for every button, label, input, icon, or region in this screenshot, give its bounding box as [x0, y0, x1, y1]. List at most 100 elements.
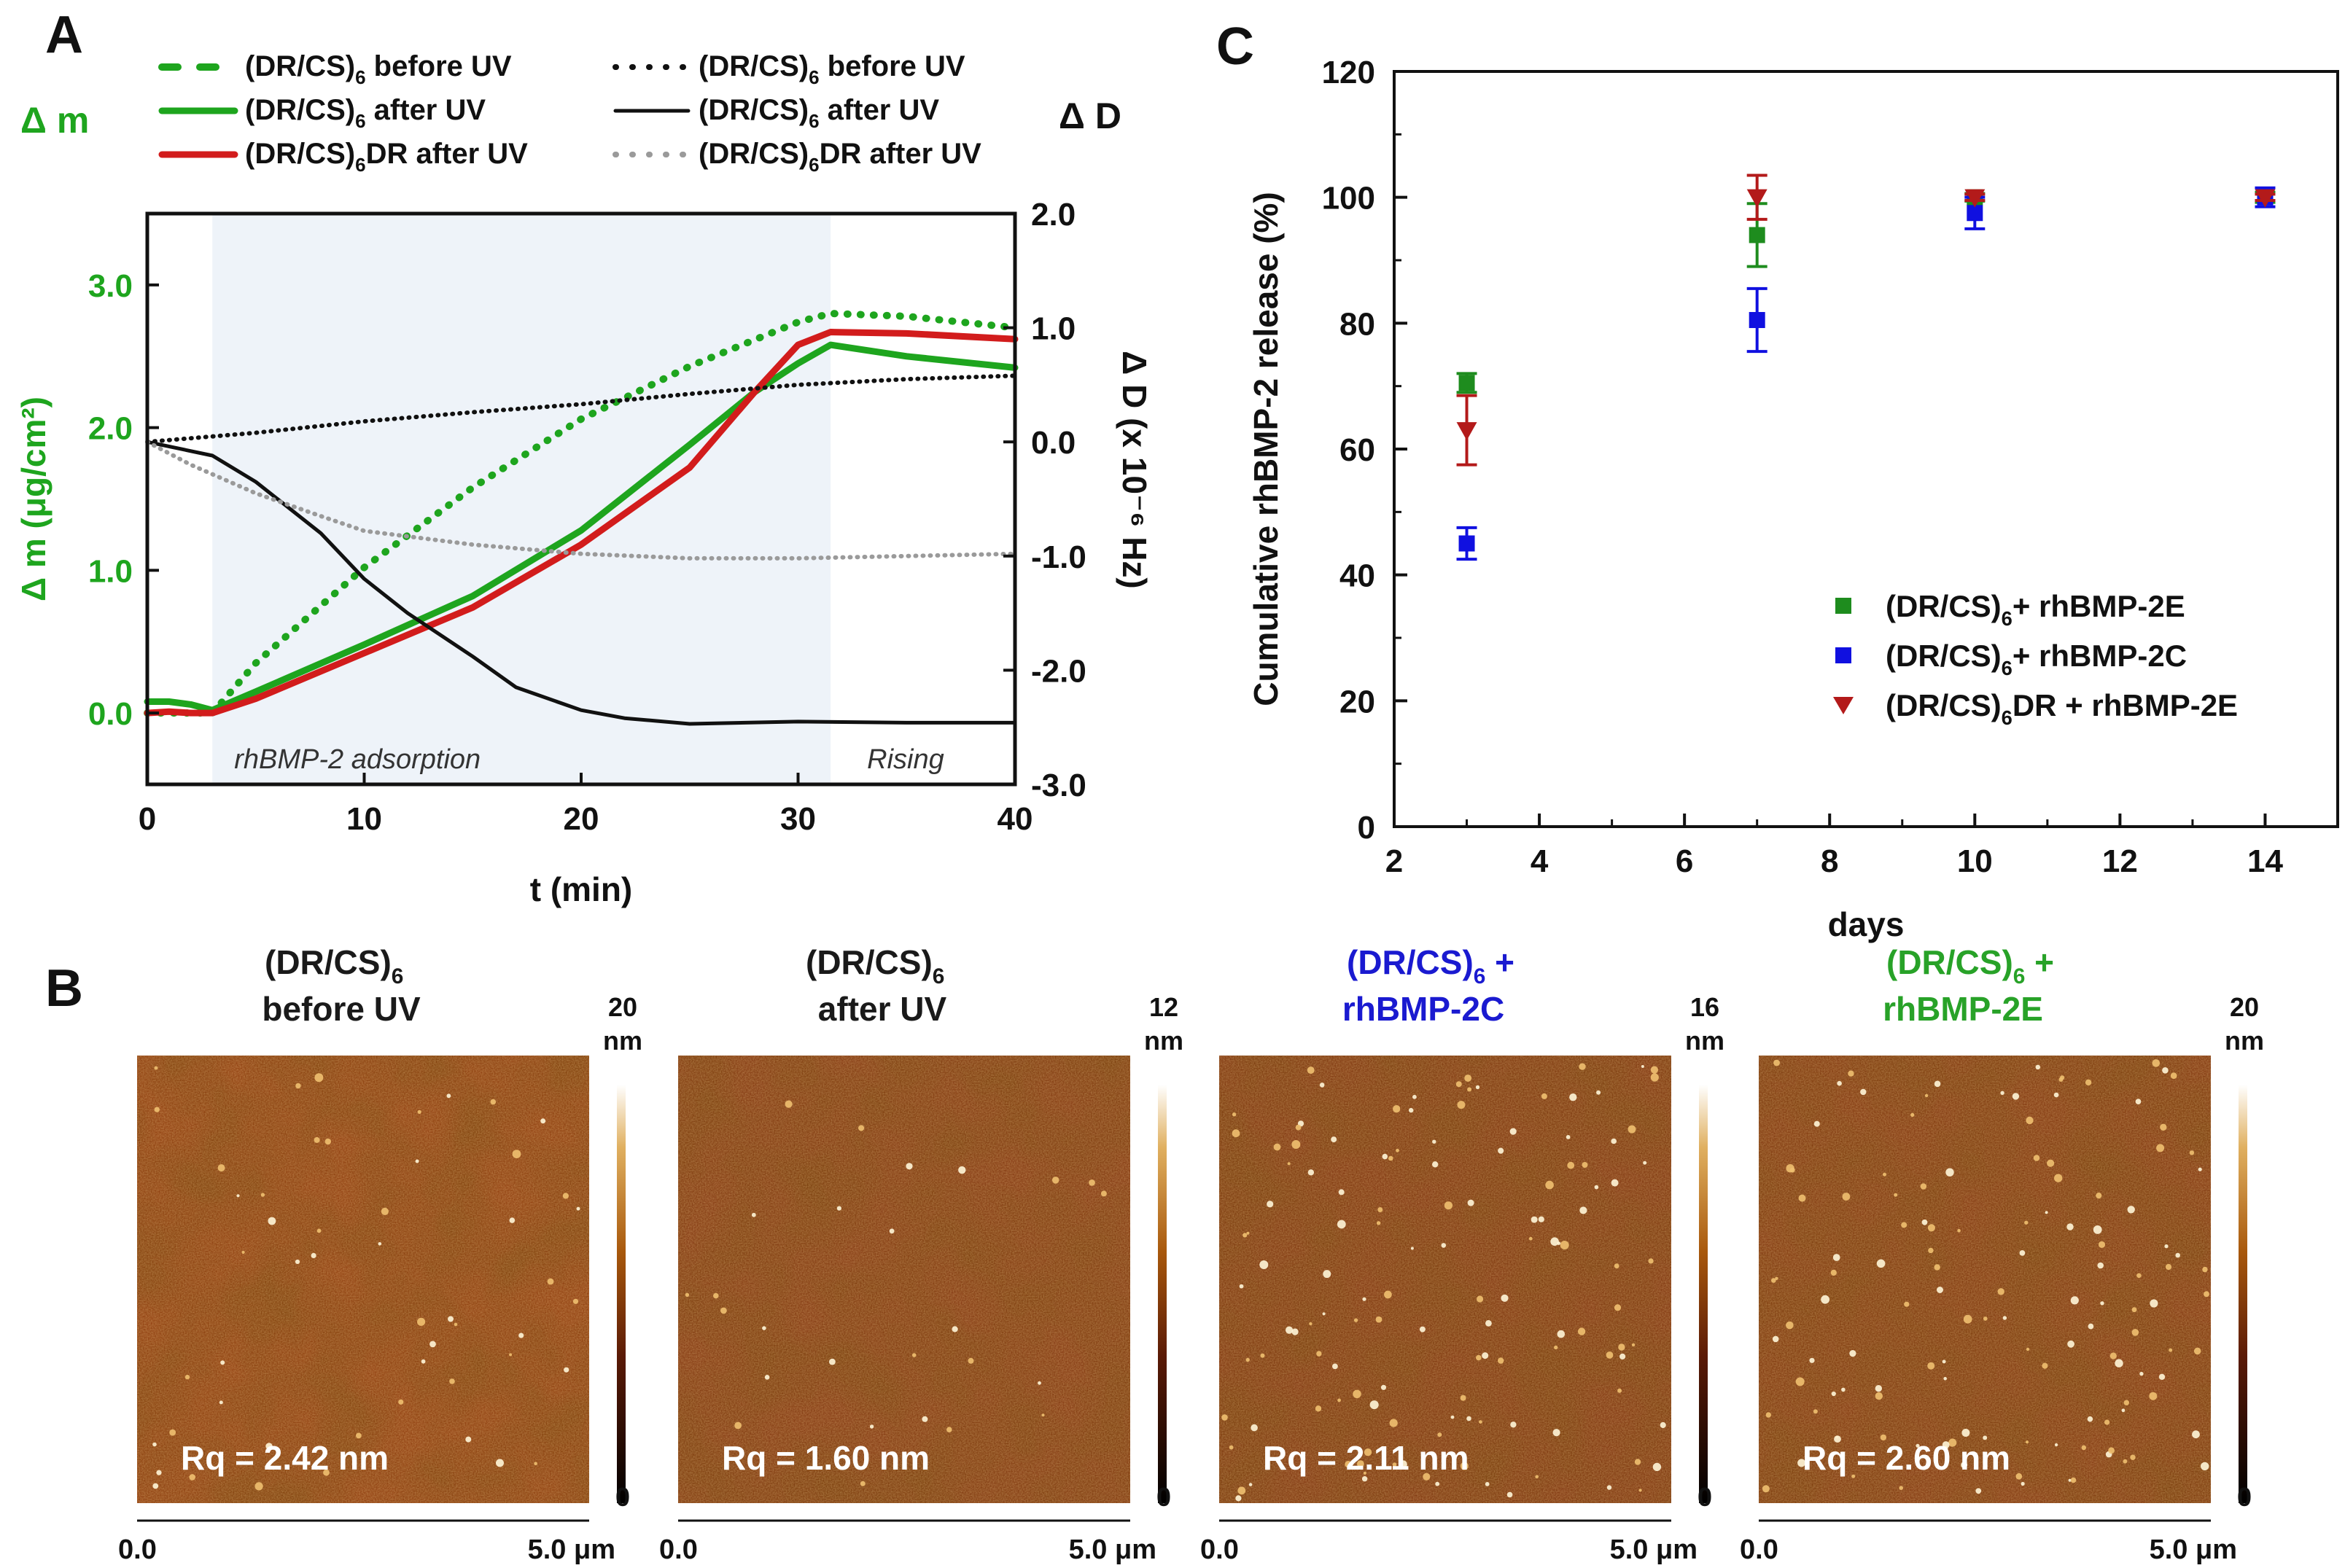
afm-spot [2096, 1193, 2102, 1199]
afm-title-1: (DR/CS)6 [265, 943, 403, 988]
afm-spot [829, 1358, 836, 1365]
afm-spot [1927, 1224, 1935, 1232]
afm-rq-4: Rq = 2.60 nm [1802, 1439, 2010, 1477]
afm-spot [1614, 1263, 1619, 1269]
afm-spot [1331, 1136, 1337, 1143]
afm-spot [968, 1357, 974, 1364]
afm-spot [2150, 1299, 2158, 1308]
c-x-tick-label: 12 [2102, 843, 2138, 879]
afm-spot [1380, 1384, 1387, 1390]
afm-spot [2127, 1206, 2135, 1214]
c-legend-label-0-suffix: + rhBMP-2E [2012, 589, 2185, 623]
afm-spot [1821, 1295, 1830, 1304]
afm-spot [1948, 1438, 1957, 1447]
afm-spot [184, 1374, 190, 1380]
legend-label-0: (DR/CS)6 before UV [245, 50, 512, 88]
afm-spot [465, 1436, 472, 1443]
afm-spot [1619, 1353, 1626, 1360]
afm-title-4: (DR/CS)6 + [1886, 943, 2054, 988]
afm-spot [2012, 1093, 2020, 1100]
afm-spot [1353, 1389, 1361, 1399]
afm-spot [1894, 1193, 1898, 1197]
afm-spot [446, 1093, 451, 1099]
y-tick-left-label: 3.0 [88, 268, 133, 304]
afm-spot [1957, 1228, 1961, 1233]
afm-spot [2026, 1347, 2030, 1351]
afm-spot [2067, 1340, 2075, 1348]
afm-title-line2-4: rhBMP-2E [1883, 990, 2043, 1028]
c-legend-label-2: (DR/CS)6DR + rhBMP-2E [1886, 688, 2238, 729]
afm-spot [1232, 1112, 1237, 1117]
afm-spot [1975, 1488, 1982, 1494]
afm-spot [1567, 1161, 1575, 1169]
afm-spot [1353, 1318, 1358, 1322]
c-y-tick-label: 100 [1322, 181, 1375, 217]
afm-spot [1901, 1222, 1908, 1228]
afm-spot [1927, 1362, 1935, 1370]
afm-spot [1242, 1233, 1248, 1238]
afm-spot [1596, 1090, 1601, 1095]
panel-a-series [144, 310, 1019, 726]
afm-spot [189, 1474, 196, 1481]
afm-spot [1660, 1421, 1666, 1429]
afm-colorbar-unit-3: nm [1685, 1026, 1724, 1056]
afm-spot [946, 1427, 952, 1432]
legend-label-2-sub: 6 [355, 154, 365, 176]
afm-spot [2108, 1447, 2115, 1454]
panel-label-b: B [45, 959, 83, 1018]
afm-spot [1509, 1128, 1517, 1135]
afm-spot [268, 1217, 276, 1225]
afm-spot [1466, 1416, 1471, 1421]
afm-spot [1775, 1276, 1778, 1281]
afm-spot [1813, 1409, 1818, 1414]
afm-spot [417, 1109, 421, 1114]
afm-title-3-suffix: + [1485, 943, 1514, 981]
afm-spot [1460, 1395, 1466, 1401]
afm-spot [1830, 1269, 1837, 1276]
afm-spot [1557, 1330, 1566, 1338]
afm-spot [1937, 1287, 1943, 1293]
afm-spot [2192, 1430, 2200, 1439]
afm-spot [1357, 1460, 1364, 1467]
afm-spot [1235, 1495, 1242, 1502]
afm-spot [1322, 1312, 1326, 1316]
afm-spot [1375, 1316, 1382, 1323]
legend-label-3: (DR/CS)6 before UV [699, 50, 965, 88]
afm-spot [1631, 1343, 1636, 1347]
afm-spot [2070, 1477, 2077, 1483]
afm-spot [2098, 1241, 2106, 1248]
afm-spot [2189, 1150, 2195, 1155]
panel-a-ylabel-right: Δ D (x 10⁻⁶ Hz) [1116, 351, 1154, 588]
legend-label-1: (DR/CS)6 after UV [245, 94, 486, 132]
afm-spot [1797, 1459, 1806, 1467]
afm-spot [356, 1432, 362, 1439]
afm-spot [295, 1083, 301, 1089]
afm-spot [540, 1118, 546, 1124]
afm-spot [2060, 1075, 2065, 1080]
afm-spot [1309, 1322, 1312, 1326]
afm-spot [490, 1099, 497, 1105]
afm-spot [1771, 1278, 1776, 1283]
afm-spot [260, 1193, 265, 1197]
afm-spot [1832, 1254, 1840, 1261]
x-tick-label: 20 [564, 801, 599, 837]
panel-c-legend: (DR/CS)6+ rhBMP-2E(DR/CS)6+ rhBMP-2C(DR/… [1833, 589, 2238, 729]
afm-spot [1239, 1284, 1244, 1289]
afm-spot [2054, 1174, 2063, 1182]
afm-colorbar-min-4: 0 [2237, 1482, 2252, 1512]
afm-spot [1510, 1421, 1517, 1428]
series-line-2 [144, 329, 1019, 717]
afm-spot [398, 1399, 404, 1405]
afm-spot [1851, 1474, 1856, 1478]
afm-spot [1916, 1443, 1920, 1448]
afm-spot [518, 1333, 524, 1338]
afm-spot [1377, 1207, 1383, 1212]
afm-spot [1376, 1221, 1381, 1225]
afm-spot [2015, 1473, 2023, 1480]
afm-title-3-base: (DR/CS) [1347, 943, 1474, 981]
afm-spot [1921, 1219, 1928, 1225]
afm-spot [1432, 1161, 1439, 1168]
afm-spot [1842, 1193, 1851, 1201]
region-label-adsorption: rhBMP-2 adsorption [234, 744, 481, 775]
